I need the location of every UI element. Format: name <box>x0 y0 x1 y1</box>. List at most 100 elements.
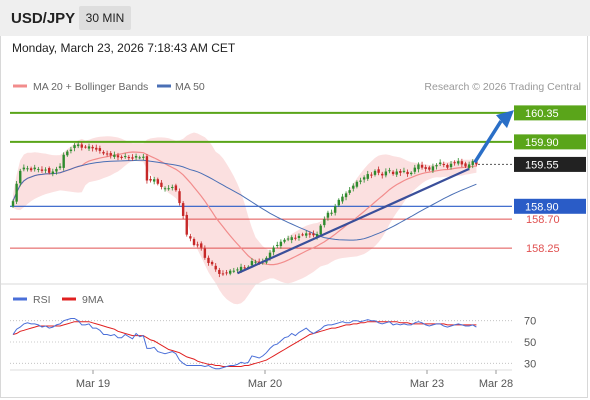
timeframe-button[interactable]: 30 MIN <box>79 6 131 30</box>
level-label-resistance: 160.35 <box>525 108 559 120</box>
candle-body <box>297 235 301 238</box>
x-axis: Mar 19 Mar 20 Mar 23 Mar 28 <box>10 369 513 390</box>
candle-body <box>66 151 69 156</box>
candle-body <box>120 156 123 158</box>
candle-body <box>210 261 214 265</box>
candle-body <box>124 156 127 158</box>
candle-body <box>156 179 159 184</box>
candle-body <box>301 234 304 236</box>
x-tick-label: Mar 28 <box>479 378 513 390</box>
candle-body <box>276 244 279 246</box>
candle-body <box>312 233 315 236</box>
candle-body <box>181 203 185 216</box>
candle-body <box>55 168 58 172</box>
candle-body <box>377 169 380 173</box>
candle-body <box>127 157 131 159</box>
price-levels <box>10 111 512 249</box>
candle-body <box>330 212 333 214</box>
candle-body <box>467 164 471 168</box>
candle-body <box>355 181 359 187</box>
candle-body <box>134 156 138 158</box>
candle-body <box>308 233 312 235</box>
candle-body <box>471 161 474 165</box>
candle-body <box>464 163 467 167</box>
candle-body <box>326 212 330 218</box>
candle-body <box>279 241 283 246</box>
rsi-tick-label: 50 <box>524 337 536 349</box>
candle-body <box>359 180 362 182</box>
forecast-arrow-shaft <box>473 120 503 164</box>
candle-body <box>185 214 188 235</box>
candle-body <box>442 164 445 166</box>
candle-body <box>95 147 98 150</box>
candle-body <box>163 188 167 190</box>
candle-body <box>333 206 337 213</box>
candle-body <box>174 185 178 191</box>
header-bar: USD/JPY 30 MIN <box>0 0 590 36</box>
candle-body <box>305 233 308 236</box>
chart-frame <box>0 36 588 398</box>
candle-body <box>229 270 232 274</box>
x-tick-label: Mar 20 <box>248 378 282 390</box>
candle-body <box>424 167 427 169</box>
candle-body <box>167 188 170 190</box>
candle-body <box>149 178 152 181</box>
candle-body <box>315 233 319 237</box>
candle-body <box>236 269 239 271</box>
candle-body <box>15 183 18 202</box>
candle-body <box>26 168 29 170</box>
candle-body <box>207 257 210 263</box>
candle-body <box>196 244 199 246</box>
x-tick-label: Mar 23 <box>410 378 444 390</box>
candle-body <box>381 173 384 176</box>
candle-body <box>384 171 388 176</box>
moving-averages <box>12 151 477 266</box>
forecast-arrow-head <box>496 110 514 129</box>
level-label-pivot: 158.90 <box>525 201 559 213</box>
candle-body <box>214 265 217 270</box>
candle-body <box>352 185 355 189</box>
candle-body <box>406 171 409 175</box>
candle-body <box>370 174 373 176</box>
rsi-pane: 70 50 30 <box>10 316 536 370</box>
level-label-support: 158.25 <box>526 243 560 255</box>
candle-body <box>152 179 156 182</box>
candle-body <box>33 167 36 170</box>
ma9-line <box>12 321 477 367</box>
candle-body <box>37 168 40 170</box>
candle-body <box>19 170 22 184</box>
candle-body <box>460 161 464 165</box>
candle-body <box>438 162 442 165</box>
candle-body <box>48 168 51 173</box>
ma20-line <box>12 151 477 266</box>
candle-body <box>373 170 377 175</box>
ma20-legend-label: MA 20 + Bollinger Bands <box>33 81 148 93</box>
candle-body <box>323 219 326 226</box>
candle-body <box>449 163 453 168</box>
candle-body <box>399 170 402 173</box>
candle-body <box>142 156 145 158</box>
candle-body <box>435 165 438 167</box>
candle-body <box>268 252 272 259</box>
candle-body <box>250 261 254 266</box>
candle-body <box>160 182 163 187</box>
copyright-text: Research © 2026 Trading Central <box>424 81 581 93</box>
candle-body <box>362 177 366 180</box>
candle-body <box>109 153 112 156</box>
candle-body <box>102 151 105 154</box>
candle-body <box>51 171 55 174</box>
candle-body <box>283 239 286 242</box>
candle-body <box>87 146 91 149</box>
uptrend-line <box>236 167 470 275</box>
candle-body <box>80 144 83 148</box>
candle-body <box>286 238 290 240</box>
candle-body <box>178 191 181 204</box>
bollinger-bands <box>13 132 477 305</box>
candle-body <box>417 164 420 170</box>
candle-body <box>189 236 192 239</box>
candle-body <box>420 164 424 168</box>
rsi-tick-label: 70 <box>524 316 536 328</box>
candle-body <box>76 144 80 147</box>
candle-body <box>192 239 196 245</box>
